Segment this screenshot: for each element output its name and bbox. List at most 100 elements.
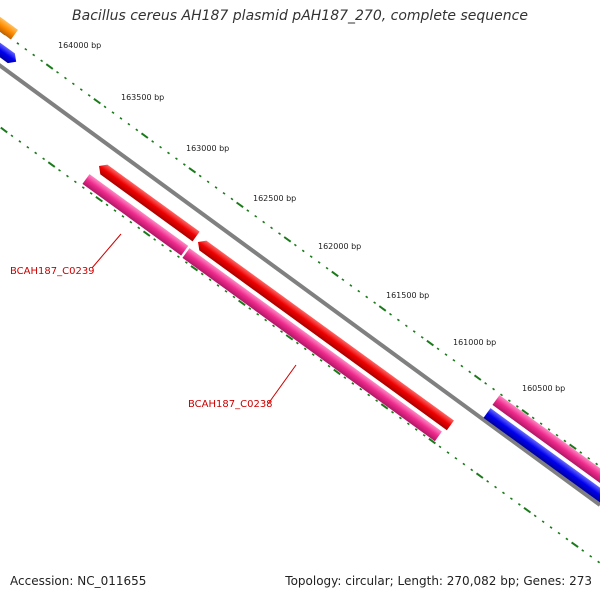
pink-gene-left[interactable] (82, 174, 189, 256)
outer-tick-mark (222, 191, 226, 195)
outer-tick-mark (16, 42, 20, 45)
map-title: Bacillus cereus AH187 plasmid pAH187_270… (72, 8, 528, 24)
outer-tick-mark (444, 353, 448, 356)
outer-tick-mark (492, 387, 495, 391)
callout-line-c0239 (91, 233, 122, 269)
inner-tick-mark (327, 364, 331, 368)
tick-label-161000: 161000 bp (453, 338, 496, 347)
inner-tick-mark (121, 215, 125, 218)
backbone-line (0, 63, 600, 507)
outer-tick-mark (452, 358, 456, 362)
inner-tick-marks (0, 126, 600, 564)
tick-label-164000: 164000 bp (58, 41, 101, 50)
inner-tick-mark (232, 295, 236, 299)
inner-tick-mark (502, 491, 505, 495)
inner-tick-mark (391, 410, 394, 414)
inner-tick-mark (414, 428, 418, 431)
pink-gene-right[interactable] (182, 248, 442, 442)
inner-tick-mark (398, 416, 402, 420)
outer-tick-mark (317, 261, 321, 264)
outer-tick-mark (151, 140, 155, 143)
red-gene-right[interactable] (194, 237, 454, 431)
callout-line-c0238 (267, 364, 297, 405)
inner-tick-mark (406, 422, 410, 426)
inner-tick-mark (311, 353, 315, 357)
gene-label-c0239[interactable]: BCAH187_C0239 (10, 266, 95, 277)
outer-tick-mark (507, 399, 511, 403)
tick-label-161500: 161500 bp (386, 291, 429, 300)
outer-tick-mark (119, 117, 123, 120)
inner-tick-mark (581, 549, 585, 552)
outer-tick-mark (159, 145, 162, 149)
inner-tick-mark (58, 168, 61, 172)
outer-tick-mark (87, 94, 91, 97)
outer-tick-mark (56, 70, 59, 74)
inner-tick-mark (517, 503, 521, 506)
inner-tick-mark (190, 265, 199, 272)
inner-tick-mark (494, 485, 497, 489)
outer-tick-mark (595, 462, 599, 466)
outer-tick-mark (270, 226, 273, 230)
tick-label-163500: 163500 bp (121, 93, 164, 102)
outer-tick-mark (365, 295, 369, 299)
inner-tick-mark (184, 261, 188, 264)
inner-tick-mark (380, 403, 389, 410)
inner-tick-mark (280, 330, 283, 333)
blue-feature-right[interactable] (483, 408, 600, 507)
outer-tick-mark (103, 105, 107, 109)
outer-tick-mark (404, 324, 408, 328)
inner-tick-mark (10, 134, 14, 138)
red-gene-left[interactable] (95, 161, 200, 242)
outer-tick-mark (278, 232, 281, 235)
outer-tick-mark (521, 408, 530, 416)
outer-tick-mark (111, 111, 115, 114)
inner-tick-mark (18, 140, 22, 143)
outer-tick-mark (373, 301, 377, 305)
inner-tick-mark (177, 255, 180, 259)
outer-tick-mark (468, 370, 472, 374)
inner-tick-mark (470, 468, 474, 472)
pink-feature-right[interactable] (492, 395, 600, 488)
outer-tick-mark (45, 63, 54, 70)
outer-tick-mark (236, 201, 244, 209)
blue-feature-top-left[interactable] (0, 27, 20, 67)
inner-tick-mark (475, 472, 484, 479)
outer-tick-mark (230, 197, 234, 201)
outer-tick-mark (198, 174, 202, 178)
outer-tick-mark (188, 167, 197, 174)
outer-tick-mark (71, 82, 75, 86)
outer-tick-mark (349, 284, 353, 287)
inner-tick-mark (438, 445, 442, 449)
inner-tick-mark (571, 541, 579, 548)
inner-tick-mark (272, 324, 275, 328)
outer-tick-mark (293, 243, 297, 247)
outer-tick-mark (426, 339, 434, 347)
inner-tick-mark (422, 433, 426, 437)
outer-tick-mark (325, 266, 329, 270)
outer-tick-mark (579, 451, 583, 454)
inner-tick-mark (486, 480, 490, 483)
inner-tick-mark (200, 272, 204, 276)
inner-tick-mark (589, 554, 593, 558)
outer-tick-mark (246, 209, 250, 212)
outer-tick-mark (331, 270, 339, 278)
inner-tick-mark (137, 226, 141, 230)
inner-tick-mark (597, 560, 600, 564)
tick-label-162500: 162500 bp (253, 194, 296, 203)
gene-label-c0238[interactable]: BCAH187_C0238 (188, 399, 273, 410)
orange-feature[interactable] (0, 1, 18, 40)
outer-tick-mark (175, 157, 178, 161)
outer-tick-mark (420, 335, 424, 339)
inner-tick-mark (359, 387, 363, 391)
inner-tick-mark (73, 180, 77, 184)
inner-tick-mark (428, 437, 436, 445)
summary-text: Topology: circular; Length: 270,082 bp; … (285, 574, 592, 588)
outer-tick-mark (563, 439, 567, 443)
outer-tick-mark (140, 132, 149, 139)
outer-tick-mark (32, 53, 36, 57)
inner-tick-mark (105, 203, 109, 207)
inner-tick-mark (161, 243, 164, 247)
inner-tick-mark (446, 451, 450, 454)
inner-tick-mark (66, 174, 69, 178)
outer-tick-mark (214, 186, 218, 189)
